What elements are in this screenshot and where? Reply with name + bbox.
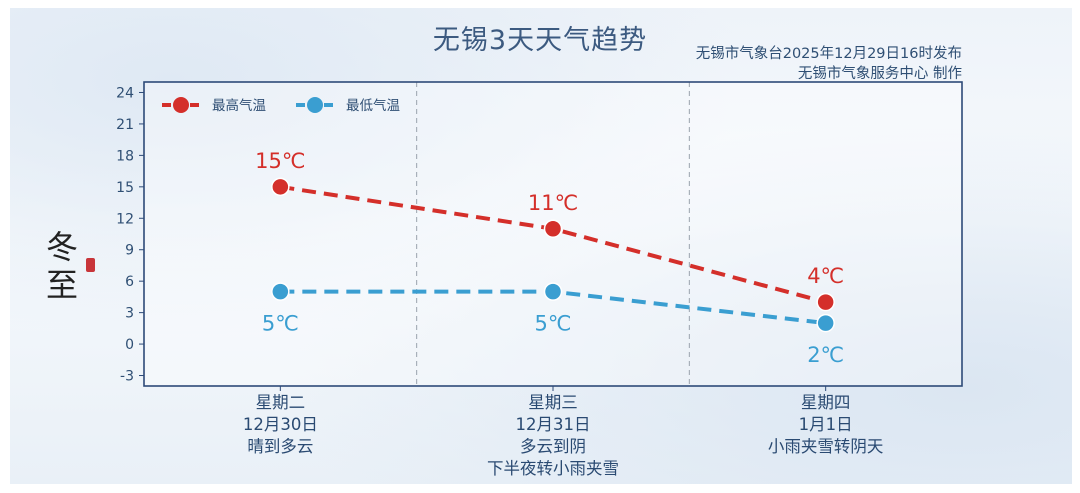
data-point [816,292,835,312]
legend-marker [173,97,189,113]
calligraphy-decoration: 冬 至 [42,228,95,304]
producer-line: 无锡市气象服务中心 制作 [797,66,962,82]
data-label: 4℃ [807,264,844,288]
x-date-label: 12月30日 [243,415,318,434]
x-condition-label: 小雨夹雪转阴天 [768,437,884,456]
x-date-label: 12月31日 [516,415,591,434]
data-label: 15℃ [255,149,305,173]
x-date-label: 1月1日 [799,415,853,434]
x-condition-label: 多云到阴 [520,437,586,456]
data-point [271,282,290,301]
y-tick-label: 9 [125,243,134,259]
y-tick-label: 21 [116,117,134,133]
x-day-label: 星期二 [256,393,306,412]
data-label: 5℃ [535,312,572,336]
winter-background [10,8,1072,484]
y-tick-label: 12 [116,211,134,227]
y-tick-label: 15 [116,180,134,196]
data-point [816,313,835,333]
x-condition-label: 晴到多云 [247,437,313,456]
y-tick-label: -3 [120,369,134,385]
x-condition-label: 下半夜转小雨夹雪 [487,459,619,478]
x-day-label: 星期四 [801,393,851,412]
data-point [543,219,563,239]
calligraphy-char: 冬 [45,228,78,266]
data-point [543,282,563,301]
issuer-line: 无锡市气象台2025年12月29日16时发布 [695,46,962,62]
legend-marker [307,97,323,113]
y-tick-label: 24 [116,85,134,101]
page-title: 无锡3天天气趋势 [432,25,648,56]
data-label: 2℃ [807,343,844,367]
calligraphy-char: 至 [45,266,78,304]
x-day-label: 星期三 [528,393,578,412]
y-tick-label: 6 [125,274,134,290]
y-tick-label: 0 [125,337,134,353]
legend-label: 最高气温 [212,97,266,114]
y-tick-label: 3 [125,306,134,322]
legend-label: 最低气温 [346,98,400,114]
y-tick-label: 18 [116,148,134,164]
data-label: 5℃ [262,312,299,336]
red-seal-stamp [86,258,95,272]
data-point [271,177,290,197]
data-label: 11℃ [528,191,578,215]
